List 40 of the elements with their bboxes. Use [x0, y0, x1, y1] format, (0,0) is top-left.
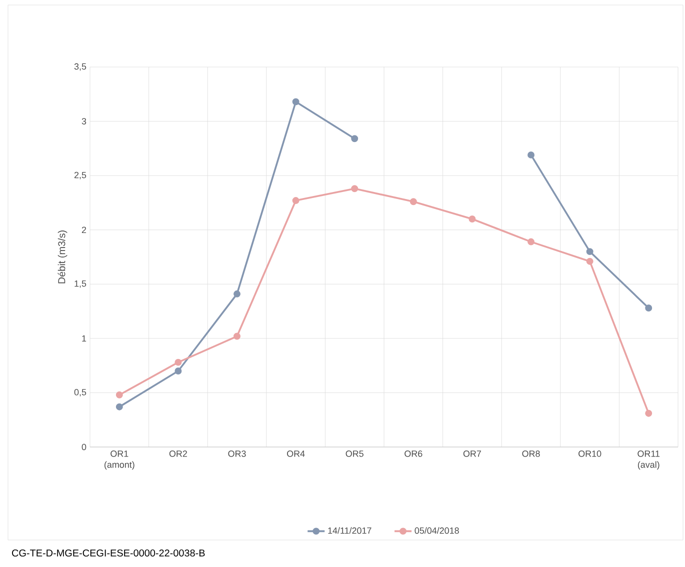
y-axis-title: Débit (m3/s) [58, 230, 68, 284]
x-tick-label: OR5 [346, 450, 364, 457]
point [116, 403, 123, 410]
text: CG-TE-D-MGE-CEGI-ESE-0000-22-0038-B [12, 549, 205, 557]
legend-label: 05/04/2018 [414, 527, 459, 534]
point [292, 197, 300, 204]
point [410, 198, 417, 206]
x-tick-label: OR6 [404, 450, 422, 457]
point [234, 332, 240, 340]
point [351, 185, 358, 192]
point [174, 368, 182, 374]
point [468, 216, 476, 222]
point [528, 238, 534, 246]
x-tick-label: OR8 [522, 450, 540, 457]
point [528, 151, 534, 158]
x-tick-label: OR7 [463, 450, 481, 457]
y-tick-label: 1 [82, 335, 86, 342]
x-tick-label: OR4 [287, 450, 305, 457]
point [116, 391, 123, 398]
point [645, 410, 652, 417]
point [234, 290, 240, 298]
y-tick-label: 0,5 [74, 389, 86, 396]
y-tick-label: 0 [82, 444, 86, 450]
x-tick-label: OR2 [169, 450, 187, 457]
y-tick-label: 2,5 [74, 172, 86, 180]
y-tick-label: 1,5 [74, 280, 86, 288]
y-tick-label: 3,5 [74, 63, 86, 71]
point [645, 304, 652, 312]
point [586, 258, 594, 265]
legend-label: 14/11/2017 [328, 527, 372, 534]
x-tick-label: OR11 (aval) [638, 450, 660, 470]
point [292, 98, 300, 106]
x-tick-label: OR1 (amont) [104, 450, 134, 470]
point [586, 248, 594, 256]
y-tick-label: 3 [82, 118, 86, 124]
point [174, 358, 182, 366]
y-tick-label: 2 [82, 226, 86, 233]
x-tick-label: OR10 [578, 450, 602, 457]
point [351, 135, 358, 142]
x-tick-label: OR3 [228, 450, 246, 457]
